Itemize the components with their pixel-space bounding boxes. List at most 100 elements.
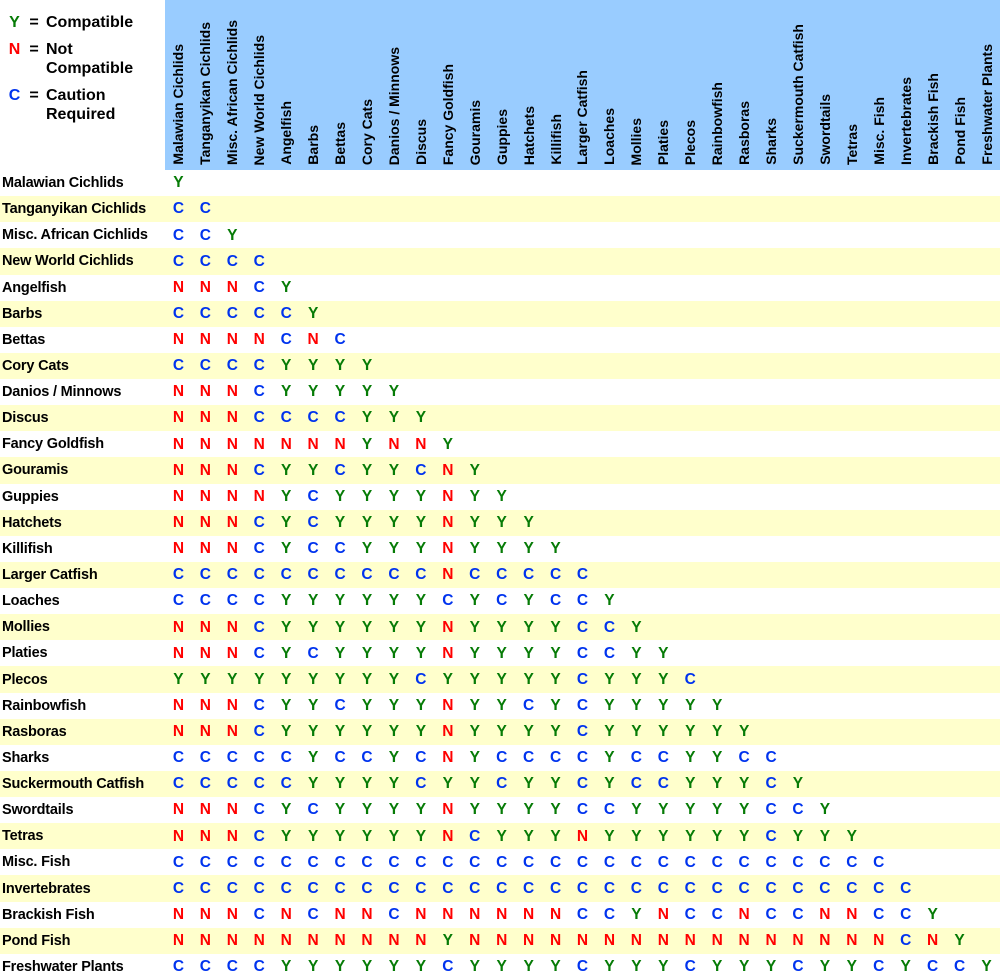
- compat-cell: [811, 771, 838, 797]
- compat-cell: [919, 849, 946, 875]
- compat-cell: Y: [631, 958, 642, 976]
- compat-cell: [407, 196, 434, 222]
- compat-cell: [838, 745, 865, 771]
- row-label: Bettas: [2, 331, 46, 348]
- compat-cell: [758, 484, 785, 510]
- compat-cell: Y: [658, 827, 669, 845]
- compat-cell: [785, 510, 812, 536]
- compat-cell: [811, 666, 838, 692]
- compat-cell: C: [280, 304, 292, 322]
- row-label: Fancy Goldfish: [2, 436, 104, 453]
- compat-cell: Y: [469, 540, 480, 558]
- compat-cell: [785, 431, 812, 457]
- compat-cell: Y: [658, 670, 669, 688]
- table-row: New World Cichlids C C C C: [0, 248, 1000, 275]
- compat-cell: [461, 248, 488, 274]
- compat-cell: [973, 823, 1000, 849]
- compat-cell: [704, 196, 731, 222]
- table-row: Fancy Goldfish N N N N N N N Y N N Y: [0, 431, 1000, 458]
- compat-cell: C: [280, 749, 292, 767]
- compat-cell: [946, 457, 973, 483]
- compat-cell: [569, 196, 596, 222]
- compat-cell: [596, 353, 623, 379]
- row-label: Sharks: [2, 749, 50, 766]
- compat-cell: [704, 536, 731, 562]
- compat-cell: Y: [631, 723, 642, 741]
- compat-cell: [865, 222, 892, 248]
- compat-cell: N: [226, 932, 238, 950]
- compat-cell: C: [576, 670, 589, 688]
- compat-cell: [623, 301, 650, 327]
- compat-cell: [919, 693, 946, 719]
- compat-cell: [758, 536, 785, 562]
- compat-cell: [758, 248, 785, 274]
- compat-cell: [785, 222, 812, 248]
- compat-cell: N: [442, 644, 454, 662]
- compat-cell: Y: [307, 749, 319, 767]
- compat-cell: C: [873, 905, 885, 923]
- compat-cell: [327, 170, 354, 196]
- col-header-label: Rainbowfish: [709, 81, 726, 165]
- col-header-label: New World Cichlids: [251, 34, 268, 165]
- compat-cell: Y: [334, 357, 346, 375]
- compat-cell: C: [226, 252, 238, 270]
- compat-cell: N: [711, 932, 723, 950]
- compat-cell: C: [523, 879, 535, 897]
- compat-cell: C: [684, 670, 696, 688]
- compat-cell: C: [253, 775, 265, 793]
- col-header-label: Larger Catfish: [574, 70, 591, 165]
- compat-cell: N: [603, 932, 616, 950]
- compat-cell: C: [684, 905, 696, 923]
- table-row: Hatchets N N N C Y C Y Y Y Y N Y Y Y: [0, 509, 1000, 536]
- compat-cell: [973, 588, 1000, 614]
- compat-cell: C: [253, 513, 265, 531]
- compat-cell: Y: [361, 461, 373, 479]
- col-header-label: Guppies: [493, 108, 510, 165]
- compat-cell: [704, 353, 731, 379]
- compat-cell: [380, 196, 407, 222]
- compat-cell: [838, 196, 865, 222]
- compat-cell: [731, 301, 758, 327]
- compat-cell: Y: [496, 644, 507, 662]
- compat-cell: Y: [334, 618, 346, 636]
- compat-cell: [811, 536, 838, 562]
- compat-cell: [569, 222, 596, 248]
- compat-cell: Y: [334, 592, 346, 610]
- compat-cell: C: [603, 801, 616, 819]
- compat-cell: N: [738, 932, 750, 950]
- compat-cell: [515, 457, 542, 483]
- compat-cell: C: [334, 409, 346, 427]
- compat-cell: C: [576, 879, 589, 897]
- compat-cell: N: [873, 932, 885, 950]
- compat-cell: [542, 301, 569, 327]
- compat-cell: [488, 196, 515, 222]
- compat-cell: [461, 196, 488, 222]
- compat-cell: N: [226, 409, 238, 427]
- compat-cell: [785, 248, 812, 274]
- compat-cell: [515, 170, 542, 196]
- compat-cell: C: [523, 853, 535, 871]
- compat-cell: [434, 353, 461, 379]
- compat-cell: [758, 405, 785, 431]
- compat-cell: [892, 562, 919, 588]
- compat-cell: [892, 327, 919, 353]
- compat-cell: C: [738, 879, 750, 897]
- col-header: Barbs: [299, 0, 327, 170]
- compat-cell: [704, 431, 731, 457]
- compat-cell: [785, 196, 812, 222]
- compat-cell: Y: [523, 644, 534, 662]
- compat-cell: N: [172, 723, 185, 741]
- compat-cell: Y: [685, 801, 696, 819]
- compat-cell: C: [172, 749, 185, 767]
- compat-cell: N: [199, 383, 211, 401]
- compat-cell: Y: [765, 958, 777, 976]
- compat-cell: C: [334, 879, 346, 897]
- row-label: Invertebrates: [2, 880, 91, 897]
- compat-cell: Y: [523, 801, 534, 819]
- compat-cell: Y: [254, 670, 265, 688]
- compat-cell: N: [199, 723, 211, 741]
- compat-cell: [946, 484, 973, 510]
- compat-cell: Y: [604, 749, 615, 767]
- compat-cell: N: [199, 540, 211, 558]
- col-header-label: Freshwater Plants: [978, 44, 995, 165]
